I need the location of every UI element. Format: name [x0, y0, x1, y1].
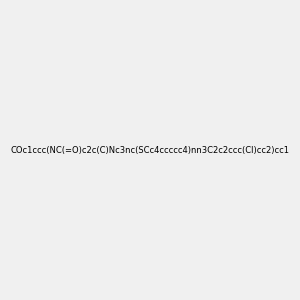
Text: COc1ccc(NC(=O)c2c(C)Nc3nc(SCc4ccccc4)nn3C2c2ccc(Cl)cc2)cc1: COc1ccc(NC(=O)c2c(C)Nc3nc(SCc4ccccc4)nn3…: [11, 146, 290, 154]
